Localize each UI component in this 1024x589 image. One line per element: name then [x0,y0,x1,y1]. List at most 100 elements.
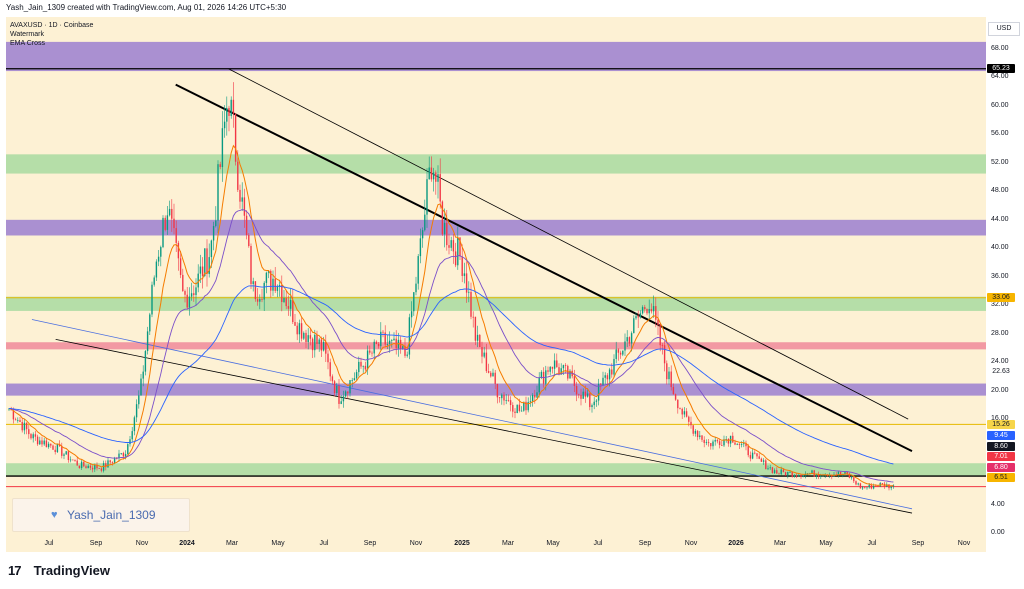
candle-body [397,339,400,349]
candle-body [705,442,708,444]
candle-body [591,405,593,408]
candle-body [276,286,279,291]
candle-body [846,471,848,474]
candle-body [811,470,813,474]
time-tick-label: Nov [135,540,149,547]
candle-body [861,487,864,489]
candle-body [738,444,741,445]
candle-body [549,366,551,372]
candle-body [17,420,19,421]
candle-body [606,375,609,380]
candle-body [351,380,353,381]
candle-body [311,338,314,351]
legend-symbol[interactable]: AVAXUSD · 1D · Coinbase [10,22,94,29]
chart-area[interactable]: AVAXUSD · 1D · Coinbase Watermark EMA Cr… [6,17,986,552]
currency-label[interactable]: USD [988,22,1020,36]
candle-body [190,293,193,297]
candle-body [747,446,749,456]
candle-body [633,318,635,334]
candle-body [122,453,125,457]
candle-body [131,431,133,440]
candle-body [380,331,382,347]
candle-body [177,242,180,259]
price-tick-label: 56.00 [991,130,1009,138]
price-chart[interactable] [6,17,986,552]
candle-body [281,284,283,303]
candle-body [454,251,457,266]
candle-body [778,473,780,475]
candle-body [490,372,492,377]
price-tick-label: 40.00 [991,244,1009,252]
candle-body [626,337,628,342]
candle-body [450,240,452,248]
candle-body [327,353,329,363]
candle-body [83,461,85,467]
time-axis[interactable]: Jul Sep Nov 2024 Mar May Jul Sep Nov 2025 Mar May Ju… [6,537,986,551]
time-tick-label: Mar [501,540,515,547]
candle-body [536,392,538,398]
candle-body [349,380,351,394]
candle-body [452,240,455,252]
candle-body [138,395,140,405]
candle-body [298,323,301,335]
candle-body [408,317,411,355]
candle-body [674,394,677,400]
time-tick-label: Jul [319,540,329,547]
candle-body [498,397,501,399]
candle-body [272,278,274,291]
candle-body [520,410,523,412]
candle-body [393,338,395,341]
time-tick-label: 2026 [728,540,744,547]
price-tick-label: 52.00 [991,158,1009,166]
candle-body [243,197,246,216]
candle-body [129,439,131,445]
candle-body [426,179,428,215]
legend-ema-cross[interactable]: EMA Cross [10,40,46,47]
candle-body [677,399,679,409]
candle-body [19,420,21,423]
candle-body [318,339,320,344]
candle-body [798,475,800,477]
candle-body [573,376,576,387]
candle-body [723,439,725,446]
candle-body [487,371,490,373]
candle-body [756,453,758,457]
candle-body [527,401,529,411]
candle-body [149,314,151,332]
candle-body [795,475,798,477]
candle-body [639,313,642,318]
time-tick-label: Mar [773,540,787,547]
candle-body [701,435,703,440]
candle-body [648,309,650,314]
candle-body [793,475,796,477]
candle-body [184,291,186,295]
candle-body [589,393,591,408]
candle-body [868,484,870,488]
candle-body [501,394,503,399]
candle-body [87,465,89,469]
candle-body [309,335,312,339]
candle-body [463,273,466,276]
price-axis[interactable]: 68.00 64.00 60.00 56.00 52.00 48.00 44.00 40.00… [986,17,1024,552]
candle-body [303,332,305,339]
candle-body [580,394,582,399]
candle-body [25,422,28,430]
candle-body [72,459,74,461]
candle-body [483,352,485,357]
candle-body [74,460,76,461]
candle-body [699,435,701,438]
candle-body [212,226,215,241]
candle-body [516,404,518,414]
price-tick-label: 4.00 [991,500,1005,508]
time-tick-label: Nov [957,540,971,547]
price-tag: 6.80 [987,462,1015,472]
candle-body [300,323,303,339]
candle-body [329,362,331,377]
candle-body [474,316,477,341]
candle-body [23,422,26,431]
legend-watermark[interactable]: Watermark [10,31,44,38]
candle-body [239,189,241,202]
candle-body [619,352,622,355]
price-tick-label: 32.00 [991,301,1009,309]
candle-body [307,335,309,342]
